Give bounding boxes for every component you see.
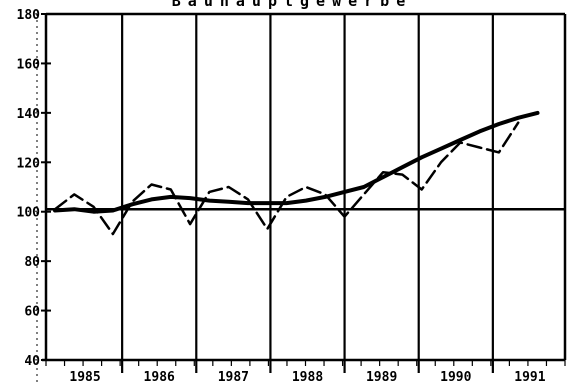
x-tick-label: 1987 — [218, 370, 249, 383]
y-tick-label: 60 — [24, 305, 40, 320]
y-tick-label: 160 — [17, 57, 41, 72]
series-line-solid — [53, 110, 540, 214]
y-tick-label: 120 — [17, 156, 41, 171]
chart-title: Bauhauptgewerbe — [172, 0, 412, 10]
axis-layer — [36, 12, 567, 383]
y-tick-label: 180 — [17, 8, 41, 23]
y-tick-label: 40 — [24, 354, 40, 369]
x-tick-label: 1988 — [292, 370, 323, 383]
x-tick-label: 1986 — [144, 370, 175, 383]
series-layer — [53, 110, 540, 236]
x-tick-label: 1985 — [69, 370, 100, 383]
x-tick-label: 1989 — [366, 370, 397, 383]
label-layer: 40 60 80 100 120 140 160 180 1985 1986 1987 1988 198… — [17, 8, 546, 383]
x-tick-label: 1991 — [514, 370, 545, 383]
x-tick-label: 1990 — [440, 370, 471, 383]
title-backdrop — [0, 0, 574, 8]
series-line-dashed — [53, 121, 520, 236]
y-tick-label: 100 — [17, 206, 41, 221]
y-tick-label: 140 — [17, 107, 41, 122]
y-tick-label: 80 — [24, 255, 40, 270]
grid-layer — [46, 14, 565, 373]
